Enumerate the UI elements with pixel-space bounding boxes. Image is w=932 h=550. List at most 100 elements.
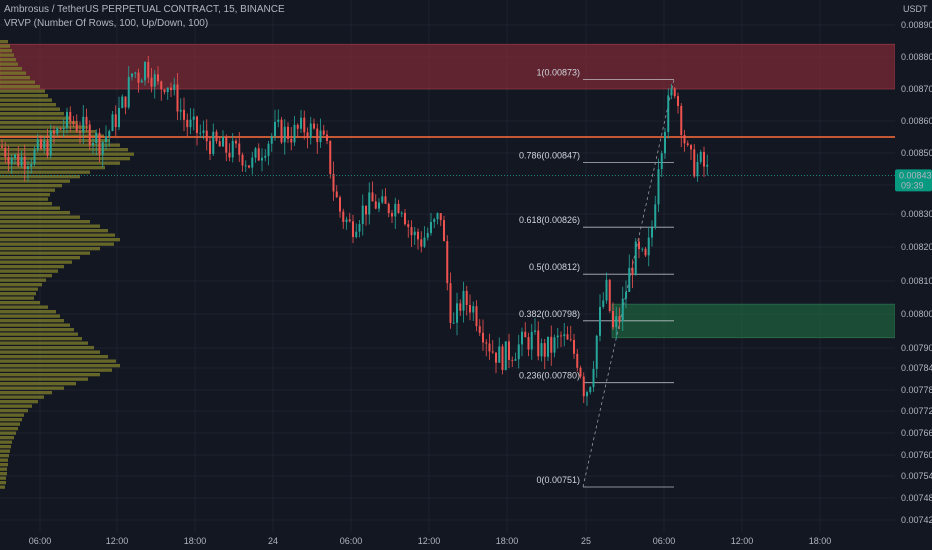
candle-body (404, 212, 406, 225)
candle-body (397, 203, 400, 213)
volume-profile-row (0, 107, 60, 111)
volume-profile-row (0, 206, 60, 210)
volume-profile-row (0, 121, 78, 125)
time-tick-label: 12:00 (418, 536, 441, 546)
volume-profile-row (0, 382, 76, 386)
candle-body (647, 237, 650, 256)
candle-body (56, 128, 59, 134)
candle-body (394, 203, 397, 217)
fib-level-label: 0(0.00751) (536, 475, 580, 485)
price-tick-label: 0.00742 (901, 515, 932, 525)
fib-level-label: 1(0.00873) (536, 67, 580, 77)
candle-body (59, 128, 62, 130)
candle-body (209, 141, 211, 155)
volume-profile-row (0, 40, 8, 44)
candle-body (456, 303, 458, 323)
volume-profile-row (0, 242, 114, 246)
candle-body (569, 339, 572, 341)
candle-body (631, 267, 634, 275)
candle-body (472, 306, 475, 313)
fib-trend-line[interactable] (582, 79, 675, 488)
volume-profile-row (0, 301, 40, 305)
candle-body (644, 248, 647, 256)
candle-body (176, 84, 179, 112)
candle-body (196, 116, 198, 133)
candle-body (313, 123, 315, 129)
fib-level-label: 0.382(0.00798) (519, 309, 580, 319)
candle-body (270, 136, 273, 144)
time-axis[interactable]: 06:00 12:00 18:00 24 06:00 12:00 18:00 25 06:00 1… (0, 532, 895, 550)
candle-body (352, 221, 354, 238)
candle-body (205, 130, 208, 142)
volume-profile-row (0, 170, 90, 174)
candle-body (651, 227, 653, 238)
candle-body (612, 311, 614, 328)
candle-body (589, 387, 592, 393)
time-tick-label: 18:00 (496, 536, 519, 546)
candle-body (296, 124, 299, 129)
fib-level-label: 0.236(0.00780) (519, 371, 580, 381)
candle-body (582, 376, 585, 397)
candle-body (673, 88, 676, 97)
volume-profile-row (0, 368, 112, 372)
volume-profile-row (0, 49, 12, 53)
indicator-legend[interactable]: VRVP (Number Of Rows, 100, Up/Down, 100) (4, 18, 209, 29)
candle-body (381, 196, 384, 203)
candle-body (10, 158, 13, 164)
candle-body (686, 143, 689, 146)
volume-profile-row (0, 220, 90, 224)
candle-body (439, 213, 442, 221)
candle-body (378, 202, 380, 209)
candle-body (293, 124, 296, 143)
volume-profile-row (0, 202, 52, 206)
candle-body (556, 335, 559, 338)
candle-body (534, 330, 536, 332)
volume-profile-row (0, 112, 64, 116)
candle-body (475, 306, 478, 327)
volume-profile-row (0, 323, 70, 327)
candle-body (696, 161, 699, 177)
volume-profile-row (0, 310, 56, 314)
candle-body (166, 87, 169, 93)
candle-body (150, 77, 153, 87)
volume-profile-row (0, 476, 6, 480)
volume-profile-row (0, 467, 7, 471)
volume-profile-row (0, 229, 108, 233)
price-tick-label: 0.00790 (901, 343, 932, 353)
price-axis[interactable]: USDT 0.00890 0.00880 0.00870 0.00860 0.00850 0… (895, 0, 932, 550)
volume-profile-row (0, 292, 36, 296)
candle-body (345, 219, 348, 223)
volume-profile-row (0, 94, 48, 98)
volume-profile-row (0, 440, 12, 444)
price-tick-label: 0.00778 (901, 385, 932, 395)
volume-profile-row (0, 404, 32, 408)
volume-profile-row (0, 436, 14, 440)
volume-profile-row (0, 130, 96, 134)
fibonacci-retracement[interactable]: 1(0.00873) 0.786(0.00847) 0.618(0.00826) 0.… (519, 67, 675, 488)
candle-body (368, 192, 371, 215)
volume-profile-row (0, 265, 64, 269)
supply-zone[interactable] (0, 43, 896, 90)
candle-body (540, 343, 543, 357)
candle-body (163, 89, 166, 93)
price-tick-label: 0.00880 (901, 52, 932, 62)
volume-profile-row (0, 458, 8, 462)
candle-body (683, 135, 686, 144)
symbol-title[interactable]: Ambrosus / TetherUS PERPETUAL CONTRACT, … (4, 4, 285, 15)
volume-profile-row (0, 431, 16, 435)
volume-profile-row (0, 287, 38, 291)
volume-profile-row (0, 332, 78, 336)
candle-body (371, 192, 374, 202)
volume-profile-row (0, 449, 10, 453)
candle-body (69, 111, 72, 122)
candle-body (498, 346, 501, 363)
candle-body (186, 119, 189, 128)
volume-profile-row (0, 409, 28, 413)
candle-body (33, 149, 36, 164)
candle-body (40, 139, 42, 149)
candle-body (413, 231, 416, 236)
volume-profile-row (0, 161, 120, 165)
candle-body (693, 149, 696, 177)
